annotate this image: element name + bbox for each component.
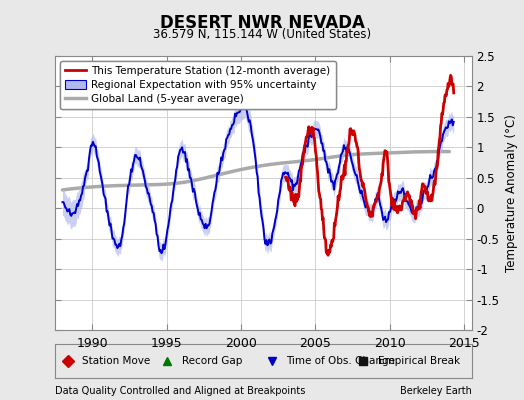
Text: Time of Obs. Change: Time of Obs. Change (286, 356, 395, 366)
Text: 2005: 2005 (299, 337, 331, 350)
Text: 2010: 2010 (374, 337, 406, 350)
Text: 1995: 1995 (151, 337, 182, 350)
Text: 2015: 2015 (449, 337, 480, 350)
Text: Data Quality Controlled and Aligned at Breakpoints: Data Quality Controlled and Aligned at B… (55, 386, 305, 396)
Text: Station Move: Station Move (82, 356, 150, 366)
Text: DESERT NWR NEVADA: DESERT NWR NEVADA (160, 14, 364, 32)
Text: Record Gap: Record Gap (182, 356, 243, 366)
Text: Berkeley Earth: Berkeley Earth (400, 386, 472, 396)
Text: 2000: 2000 (225, 337, 257, 350)
Text: Empirical Break: Empirical Break (378, 356, 460, 366)
Legend: This Temperature Station (12-month average), Regional Expectation with 95% uncer: This Temperature Station (12-month avera… (60, 61, 336, 109)
Text: 36.579 N, 115.144 W (United States): 36.579 N, 115.144 W (United States) (153, 28, 371, 41)
Y-axis label: Temperature Anomaly (°C): Temperature Anomaly (°C) (505, 114, 518, 272)
Text: 1990: 1990 (77, 337, 108, 350)
